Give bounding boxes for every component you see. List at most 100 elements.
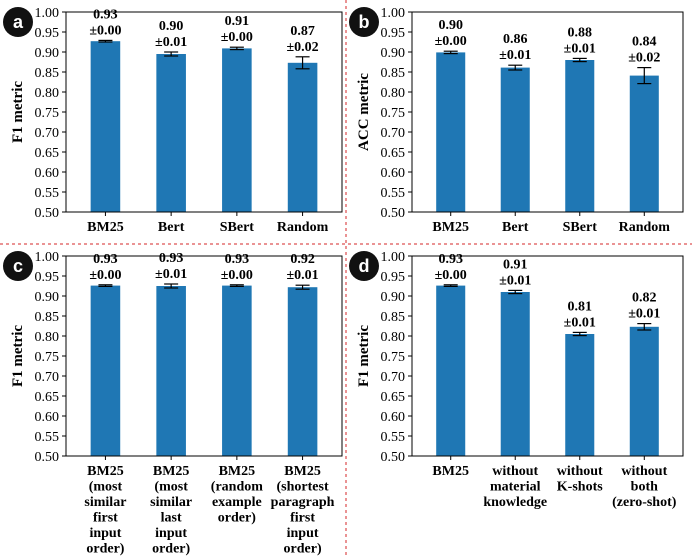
data-label-error: ±0.01	[499, 273, 531, 288]
bar	[156, 286, 186, 456]
x-tick-label: (zero-shot)	[612, 495, 677, 510]
y-tick-label: 0.75	[35, 350, 60, 365]
x-tick-label: order)	[152, 542, 190, 557]
bar	[629, 326, 659, 456]
y-tick-label: 0.85	[35, 66, 60, 81]
panel-badge-letter: b	[359, 12, 370, 32]
y-tick-label: 0.60	[35, 166, 60, 181]
panel-badge-letter: a	[13, 12, 24, 32]
bar	[436, 285, 466, 456]
data-label-error: ±0.01	[286, 268, 318, 283]
panel-badge-letter: d	[359, 256, 370, 276]
data-label-value: 0.92	[290, 252, 315, 267]
data-label-error: ±0.00	[89, 268, 121, 283]
data-label-error: ±0.00	[435, 268, 467, 283]
y-tick-label: 0.90	[381, 46, 406, 61]
panel-badge	[349, 251, 379, 281]
y-tick-label: 0.85	[381, 66, 406, 81]
y-tick-label: 0.90	[35, 290, 60, 305]
data-label-value: 0.91	[225, 14, 250, 29]
x-tick-label: order)	[284, 542, 322, 557]
y-tick-label: 0.65	[35, 390, 60, 405]
bar	[287, 62, 318, 212]
panel-badge-letter: c	[13, 256, 23, 276]
panel-d: 0.50 0.55 0.60 0.65 0.70 0.75 0.80 0.85 0.90 0.95…	[349, 250, 684, 510]
data-label-value: 0.91	[503, 257, 528, 272]
x-tick-label: material	[490, 480, 541, 495]
bar	[90, 285, 121, 456]
x-tick-label: (shortest	[277, 480, 329, 495]
data-label-error: ±0.00	[221, 268, 253, 283]
data-label-value: 0.82	[632, 291, 657, 306]
y-tick-label: 1.00	[35, 250, 60, 265]
y-tick-label: 0.75	[381, 350, 406, 365]
bar	[629, 75, 659, 212]
bar	[287, 287, 318, 456]
data-label-error: ±0.02	[628, 51, 660, 66]
data-label-value: 0.93	[93, 252, 118, 267]
y-tick-label: 1.00	[35, 6, 60, 21]
x-tick-label: (most	[154, 480, 188, 495]
y-tick-label: 0.90	[35, 46, 60, 61]
data-label-error: ±0.01	[155, 267, 187, 282]
x-tick-label: BM25	[219, 464, 256, 479]
data-label-value: 0.90	[159, 19, 184, 34]
x-tick-label: both	[631, 480, 658, 495]
data-label-error: ±0.00	[89, 23, 121, 38]
x-tick-label: BM25	[432, 220, 469, 235]
x-tick-label: similar	[84, 495, 126, 510]
x-tick-label: order)	[218, 511, 256, 526]
data-label-value: 0.86	[503, 32, 528, 47]
data-label-value: 0.87	[290, 24, 315, 39]
x-tick-label: without	[492, 464, 538, 479]
data-label-value: 0.93	[93, 7, 118, 22]
y-tick-label: 0.50	[35, 450, 60, 465]
bar	[222, 285, 252, 456]
x-tick-label: knowledge	[483, 495, 547, 510]
y-tick-label: 0.55	[35, 430, 60, 445]
data-label-value: 0.81	[568, 299, 593, 314]
x-tick-label: SBert	[220, 220, 255, 235]
bar	[156, 54, 186, 212]
y-axis-label: F1 metric	[356, 325, 372, 387]
x-tick-label: Random	[277, 220, 329, 235]
x-tick-label: input	[287, 526, 319, 541]
panel-badge	[3, 251, 33, 281]
x-tick-label: first	[290, 511, 315, 526]
plot-frame	[411, 255, 684, 457]
x-tick-label: paragraph	[271, 495, 335, 510]
x-tick-label: SBert	[563, 220, 598, 235]
data-label-error: ±0.01	[155, 35, 187, 50]
data-label-value: 0.93	[159, 251, 184, 266]
panel-b: 0.50 0.55 0.60 0.65 0.70 0.75 0.80 0.85 0.90 0.95…	[349, 6, 684, 235]
bar	[565, 334, 595, 456]
panel-badge	[349, 7, 379, 37]
y-tick-label: 0.70	[381, 126, 406, 141]
y-tick-label: 0.95	[35, 26, 60, 41]
y-tick-label: 0.80	[381, 330, 406, 345]
x-tick-label: Bert	[158, 220, 185, 235]
x-tick-label: input	[155, 526, 187, 541]
data-label-error: ±0.02	[286, 40, 318, 55]
y-tick-label: 0.55	[35, 186, 60, 201]
x-tick-label: Bert	[502, 220, 529, 235]
data-label-error: ±0.00	[435, 34, 467, 49]
y-tick-label: 0.50	[381, 450, 406, 465]
y-tick-label: 0.75	[35, 106, 60, 121]
data-label-error: ±0.01	[628, 307, 660, 322]
panel-c: 0.50 0.55 0.60 0.65 0.70 0.75 0.80 0.85 0.90 0.95…	[3, 250, 343, 557]
data-label-error: ±0.00	[221, 30, 253, 45]
x-tick-label: first	[93, 511, 118, 526]
data-label-value: 0.88	[568, 25, 593, 40]
plot-frame	[65, 11, 343, 213]
y-tick-label: 0.60	[381, 166, 406, 181]
y-tick-label: 0.50	[381, 206, 406, 221]
bar	[222, 48, 252, 213]
x-tick-label: order)	[86, 542, 124, 557]
y-tick-label: 0.90	[381, 290, 406, 305]
y-tick-label: 0.55	[381, 186, 406, 201]
panel-badge	[3, 7, 33, 37]
y-tick-label: 0.55	[381, 430, 406, 445]
y-tick-label: 0.70	[35, 126, 60, 141]
